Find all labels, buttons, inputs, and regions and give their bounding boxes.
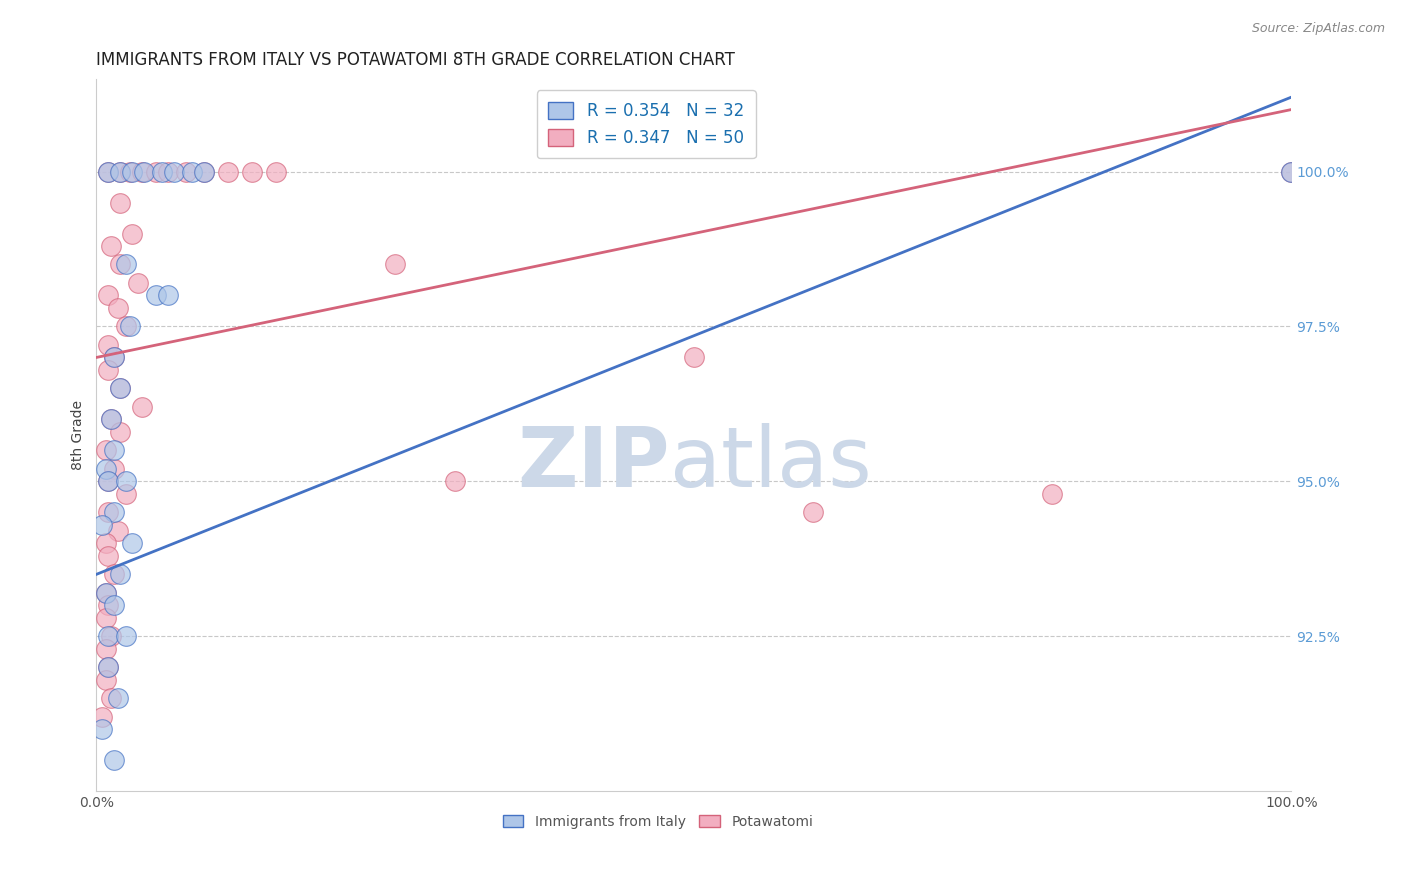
- Text: IMMIGRANTS FROM ITALY VS POTAWATOMI 8TH GRADE CORRELATION CHART: IMMIGRANTS FROM ITALY VS POTAWATOMI 8TH …: [97, 51, 735, 69]
- Point: [97, 288, 120, 302]
- Point: [110, 258, 132, 272]
- Point: [157, 288, 180, 302]
- Point: [97, 629, 120, 643]
- Point: [444, 475, 467, 489]
- Point: [217, 164, 239, 178]
- Point: [97, 475, 120, 489]
- Point: [193, 164, 215, 178]
- Point: [110, 164, 132, 178]
- Point: [115, 629, 138, 643]
- Point: [264, 164, 287, 178]
- Point: [110, 567, 132, 582]
- Point: [1040, 487, 1063, 501]
- Point: [94, 586, 117, 600]
- Point: [127, 276, 149, 290]
- Point: [121, 164, 143, 178]
- Point: [107, 301, 129, 315]
- Point: [240, 164, 263, 178]
- Text: ZIP: ZIP: [517, 423, 669, 504]
- Point: [94, 641, 117, 656]
- Point: [97, 363, 120, 377]
- Point: [97, 505, 120, 519]
- Point: [103, 351, 125, 365]
- Point: [150, 164, 173, 178]
- Point: [103, 567, 125, 582]
- Point: [103, 351, 125, 365]
- Point: [145, 288, 167, 302]
- Y-axis label: 8th Grade: 8th Grade: [72, 400, 86, 470]
- Point: [682, 351, 704, 365]
- Point: [131, 400, 153, 414]
- Point: [103, 462, 125, 476]
- Point: [100, 691, 122, 706]
- Point: [94, 586, 117, 600]
- Point: [97, 164, 120, 178]
- Point: [91, 723, 114, 737]
- Point: [97, 338, 120, 352]
- Point: [103, 599, 125, 613]
- Point: [91, 710, 114, 724]
- Point: [118, 319, 141, 334]
- Point: [1279, 164, 1302, 178]
- Point: [94, 443, 117, 458]
- Point: [94, 536, 117, 550]
- Point: [121, 227, 143, 241]
- Point: [115, 319, 138, 334]
- Point: [100, 412, 122, 426]
- Point: [157, 164, 180, 178]
- Point: [97, 164, 120, 178]
- Point: [115, 475, 138, 489]
- Point: [97, 599, 120, 613]
- Point: [134, 164, 156, 178]
- Text: atlas: atlas: [669, 423, 872, 504]
- Point: [110, 381, 132, 395]
- Point: [174, 164, 197, 178]
- Point: [107, 524, 129, 538]
- Point: [110, 195, 132, 210]
- Point: [94, 611, 117, 625]
- Text: Source: ZipAtlas.com: Source: ZipAtlas.com: [1251, 22, 1385, 36]
- Point: [1279, 164, 1302, 178]
- Point: [163, 164, 186, 178]
- Point: [193, 164, 215, 178]
- Point: [115, 258, 138, 272]
- Point: [97, 660, 120, 674]
- Point: [100, 239, 122, 253]
- Point: [91, 517, 114, 532]
- Point: [100, 412, 122, 426]
- Point: [103, 753, 125, 767]
- Point: [94, 673, 117, 687]
- Point: [118, 164, 141, 178]
- Legend: Immigrants from Italy, Potawatomi: Immigrants from Italy, Potawatomi: [498, 809, 818, 834]
- Point: [145, 164, 167, 178]
- Point: [97, 549, 120, 563]
- Point: [384, 258, 406, 272]
- Point: [103, 505, 125, 519]
- Point: [97, 660, 120, 674]
- Point: [94, 462, 117, 476]
- Point: [100, 629, 122, 643]
- Point: [107, 691, 129, 706]
- Point: [121, 536, 143, 550]
- Point: [97, 475, 120, 489]
- Point: [801, 505, 824, 519]
- Point: [110, 164, 132, 178]
- Point: [103, 443, 125, 458]
- Point: [181, 164, 204, 178]
- Point: [131, 164, 153, 178]
- Point: [110, 381, 132, 395]
- Point: [115, 487, 138, 501]
- Point: [110, 425, 132, 439]
